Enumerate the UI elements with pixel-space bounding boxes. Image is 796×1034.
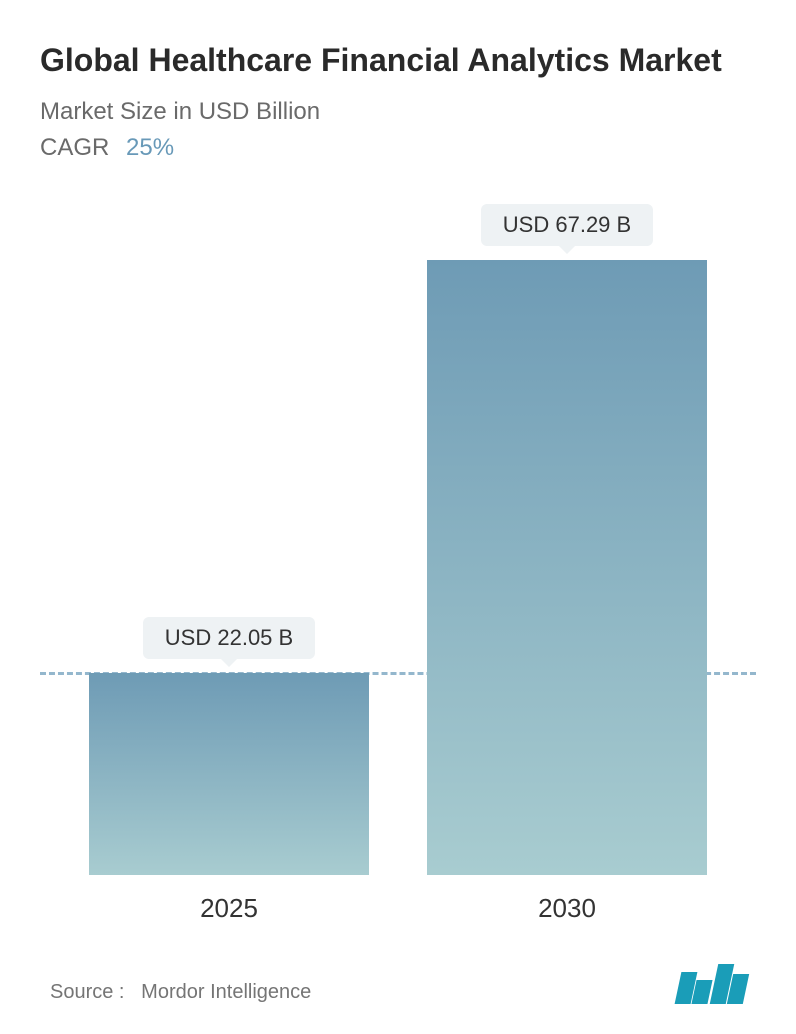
x-axis-label: 2025	[200, 893, 258, 924]
chart-subtitle: Market Size in USD Billion	[40, 98, 756, 126]
cagr-value: 25%	[126, 134, 174, 161]
chart-bar	[427, 260, 707, 875]
chart-container: Global Healthcare Financial Analytics Ma…	[0, 0, 796, 1034]
source-label: Source :	[50, 981, 124, 1003]
chart-title: Global Healthcare Financial Analytics Ma…	[40, 40, 756, 82]
chart-bar	[89, 673, 369, 875]
x-axis-label: 2030	[538, 893, 596, 924]
cagr-row: CAGR 25%	[40, 134, 756, 162]
chart-footer: Source : Mordor Intelligence	[40, 964, 756, 1004]
source-attribution: Source : Mordor Intelligence	[50, 981, 311, 1004]
mordor-logo-icon	[678, 964, 746, 1004]
source-name: Mordor Intelligence	[141, 981, 311, 1003]
bar-group: USD 67.29 B 2030	[427, 204, 707, 924]
bar-value-label: USD 22.05 B	[143, 617, 315, 659]
bar-value-label: USD 67.29 B	[481, 204, 653, 246]
chart-plot-area: USD 22.05 B 2025 USD 67.29 B 2030	[40, 182, 756, 934]
bar-group: USD 22.05 B 2025	[89, 617, 369, 924]
cagr-label: CAGR	[40, 134, 109, 161]
